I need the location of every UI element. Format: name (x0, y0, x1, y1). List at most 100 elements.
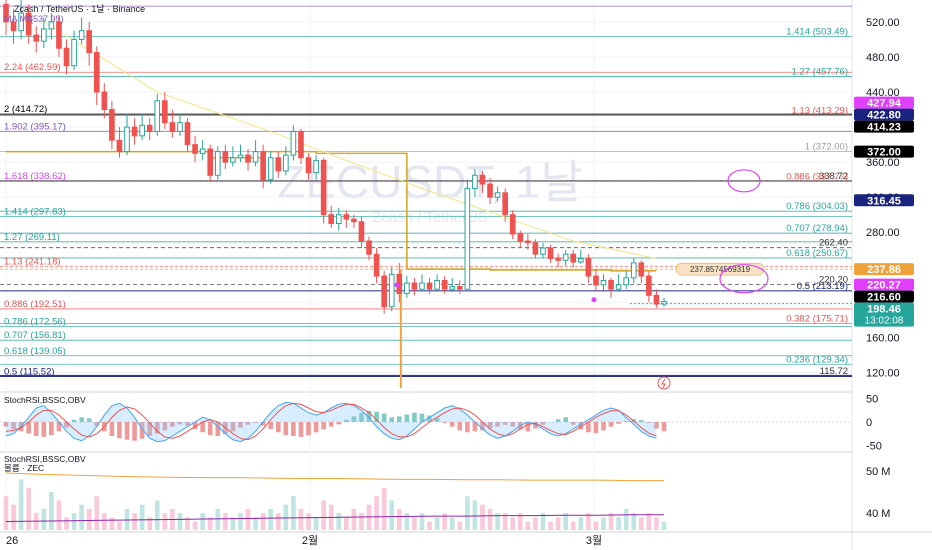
fib-level-label: 1.902 (395.17) (4, 121, 66, 132)
candle (207, 144, 214, 182)
volume-bar (555, 517, 561, 530)
fib-level-label: 0.707 (278.94) (786, 223, 848, 234)
volume-bar (404, 513, 410, 530)
obv-signal-line (5, 514, 664, 523)
symbol-title: Zcash / TetherUS · 1날 · Binance (14, 4, 145, 14)
candle-body (547, 247, 554, 260)
fib-level-label: 0.786 (172.56) (4, 316, 66, 327)
histogram-bar (147, 422, 153, 436)
histogram-bar (139, 422, 145, 439)
candle (653, 289, 660, 308)
volume-bar (563, 513, 568, 530)
fib-level-label: 1.414 (503.49) (786, 26, 848, 37)
candle (78, 17, 85, 44)
candle-body (366, 240, 372, 255)
histogram-bar (132, 422, 137, 441)
candle (532, 239, 539, 259)
candle-body (86, 30, 93, 54)
candle-body (358, 221, 365, 242)
candle-body (479, 174, 486, 185)
price-tag (854, 302, 914, 327)
candle (623, 270, 630, 290)
candle-body (320, 159, 327, 216)
candle-body (101, 91, 108, 111)
candle-body (343, 214, 350, 220)
candle-body (472, 174, 478, 189)
candle-body (124, 126, 130, 153)
volume-bar (525, 521, 531, 530)
candle (577, 249, 584, 264)
histogram-bar (412, 412, 417, 422)
candle (585, 254, 592, 284)
candle-body (441, 279, 448, 290)
histogram-bar (374, 411, 379, 422)
candle-body (63, 47, 70, 67)
candle-body (540, 247, 546, 255)
volume-bar (230, 517, 236, 530)
candle-body (600, 279, 607, 286)
volume-bar (495, 513, 500, 530)
candle-body (532, 242, 539, 255)
candle (388, 267, 395, 312)
volume-bar (457, 521, 463, 530)
volume-bar (427, 521, 432, 530)
candle (525, 234, 531, 250)
candle (230, 146, 236, 167)
histogram-bar (268, 422, 274, 429)
volume-bar (631, 513, 637, 530)
candle (638, 260, 645, 284)
candle (313, 155, 319, 180)
volume-bar (442, 513, 447, 530)
stochrsi-pane: StochRSI,BSSC,OBV 50 0 -50 (0, 394, 882, 452)
volume-bar (601, 517, 606, 530)
volume-bar (517, 513, 523, 530)
fib-level-label: 2 (414.72) (4, 104, 47, 115)
candle (517, 230, 524, 249)
highlight-circle (727, 169, 761, 193)
candle-body (10, 21, 17, 32)
candle (131, 118, 138, 145)
volume-bar (412, 517, 417, 530)
histogram-bar (495, 422, 500, 427)
candle (86, 21, 93, 66)
histogram-bar (260, 422, 266, 426)
candle (381, 270, 387, 314)
time-axis[interactable]: 26 2월 3월 (0, 531, 932, 547)
histogram-bar (366, 410, 372, 422)
candle (267, 151, 274, 185)
candle-body (351, 218, 357, 223)
candle (56, 14, 62, 57)
candle (10, 8, 17, 44)
candle (366, 236, 372, 261)
candle (275, 151, 282, 178)
volume-bar (109, 517, 115, 530)
ma-value: (537.99) (30, 14, 64, 24)
fib-level-label: 262.40 (819, 238, 848, 249)
histogram-bar (3, 422, 9, 427)
level-pill (675, 262, 765, 276)
volume-bar (18, 479, 24, 530)
volume-bar (654, 517, 659, 530)
histogram-bar (313, 422, 319, 433)
histogram-bar (434, 418, 440, 422)
candle-body (131, 126, 138, 137)
candle (199, 140, 206, 161)
candle-body (577, 258, 584, 263)
lightning-icon (657, 376, 671, 390)
fib-level-label: 1.27 (269.11) (4, 232, 60, 243)
volume-bar (291, 496, 296, 530)
candle (343, 210, 350, 228)
volume-bar (298, 508, 304, 530)
histogram-bar (578, 422, 584, 430)
candle-body (502, 192, 508, 216)
candle (162, 92, 168, 129)
candle (630, 258, 637, 284)
d-line (5, 402, 657, 441)
candle-body (494, 192, 501, 198)
volume-bar (480, 504, 485, 530)
candle (146, 118, 153, 141)
candle-body (464, 187, 471, 290)
candle (502, 188, 508, 222)
price-tag (854, 278, 914, 291)
